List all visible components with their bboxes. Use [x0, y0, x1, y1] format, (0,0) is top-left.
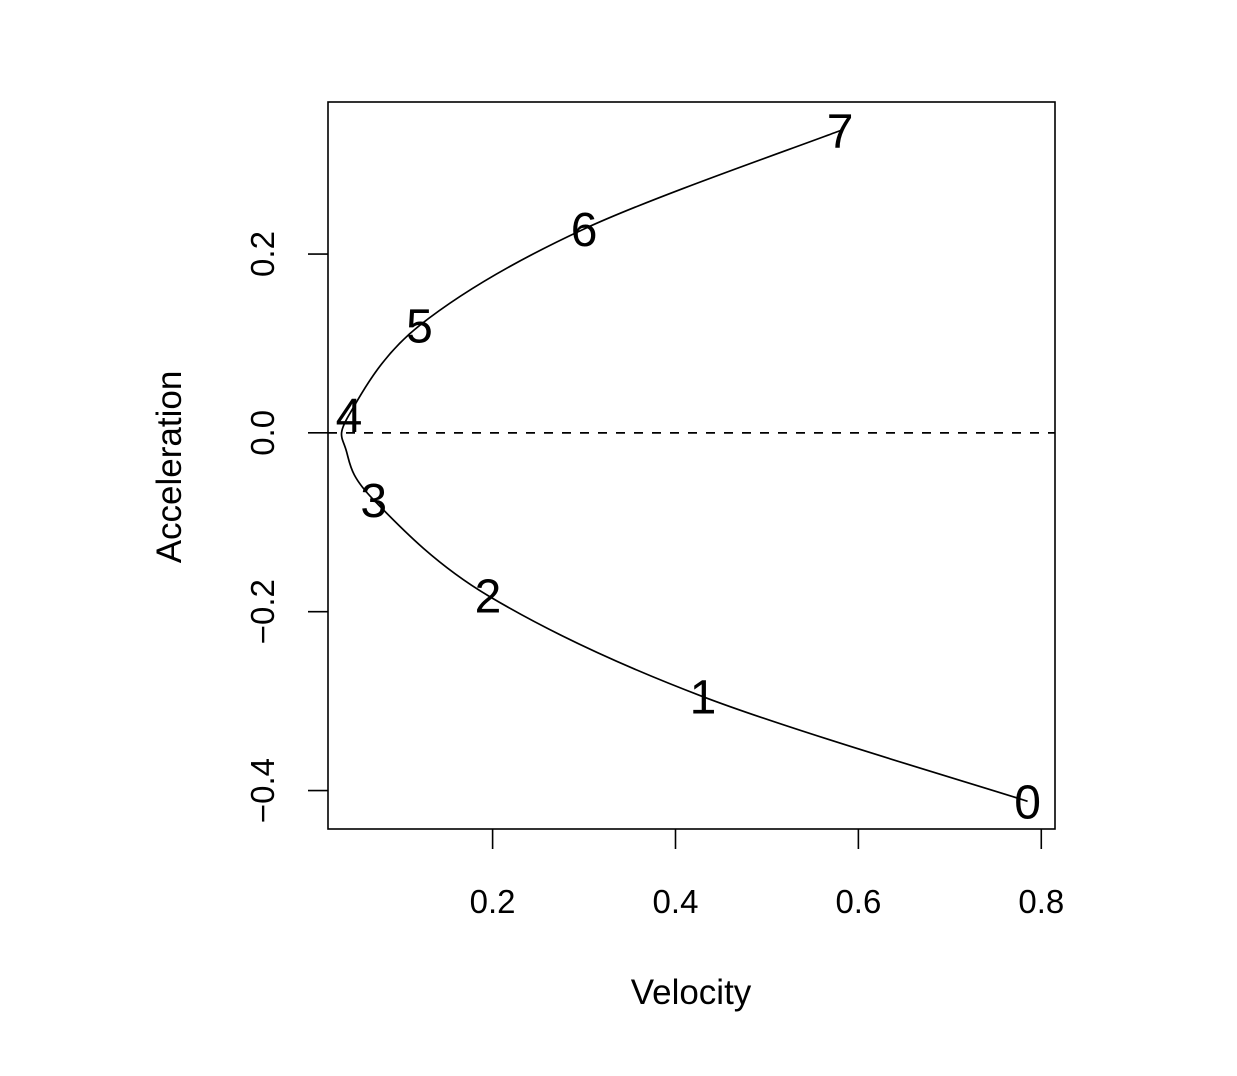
point-label-1: 1 [690, 672, 717, 725]
y-tick-label: 0.0 [244, 410, 281, 456]
y-tick-label: −0.2 [244, 579, 281, 644]
x-tick-label: 0.2 [470, 883, 516, 920]
point-label-0: 0 [1014, 776, 1041, 829]
y-axis-title: Acceleration [150, 371, 189, 564]
plot-box [327, 101, 1056, 830]
x-tick-label: 0.4 [653, 883, 699, 920]
y-tick-label: 0.2 [244, 231, 281, 277]
point-label-4: 4 [336, 390, 363, 443]
time-point-labels: 0 1 2 3 45 6 7 [336, 106, 1041, 830]
point-label-3: 3 [360, 475, 387, 528]
x-tick-label: 0.8 [1018, 883, 1064, 920]
velocity-acceleration-curve [340, 129, 1028, 803]
x-tick-label: 0.6 [835, 883, 881, 920]
y-axis: −0.4 −0.2 0.0 0.2 [244, 231, 328, 823]
point-label-5: 5 [406, 301, 433, 354]
point-label-6: 6 [571, 204, 598, 257]
x-axis: 0.2 0.4 0.6 0.8 [470, 829, 1064, 920]
y-tick-label: −0.4 [244, 758, 281, 823]
point-label-7: 7 [827, 106, 854, 159]
x-axis-title: Velocity [631, 973, 752, 1012]
point-label-2: 2 [475, 571, 502, 624]
